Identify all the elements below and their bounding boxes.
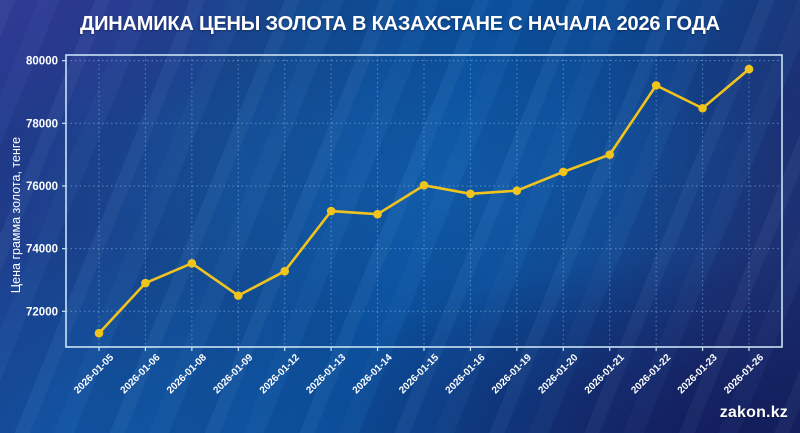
data-point bbox=[605, 150, 615, 159]
data-point bbox=[326, 206, 336, 216]
y-tick-label: 74000 bbox=[26, 244, 58, 256]
x-tick-label: 2026-01-13 bbox=[304, 352, 348, 396]
data-point bbox=[94, 328, 104, 338]
data-point bbox=[141, 278, 150, 288]
brand-logo: zakon.kz bbox=[719, 404, 788, 421]
x-tick-label: 2026-01-06 bbox=[119, 352, 163, 396]
x-tick-label: 2026-01-21 bbox=[583, 352, 627, 396]
x-tick-label: 2026-01-20 bbox=[536, 352, 580, 396]
data-point bbox=[466, 189, 475, 199]
data-point bbox=[419, 181, 429, 190]
data-point bbox=[744, 64, 754, 74]
x-tick-label: 2026-01-23 bbox=[676, 352, 720, 396]
y-axis-label: Цена грамма золота, тенге bbox=[9, 137, 23, 293]
x-tick-label: 2026-01-15 bbox=[397, 352, 441, 396]
x-tick-label: 2026-01-19 bbox=[490, 352, 534, 396]
x-tick-label: 2026-01-12 bbox=[258, 352, 302, 396]
x-tick-label: 2026-01-16 bbox=[444, 352, 488, 396]
data-point bbox=[373, 209, 382, 219]
y-tick-label: 76000 bbox=[26, 181, 58, 193]
data-point bbox=[512, 186, 522, 195]
x-tick-label: 2026-01-26 bbox=[722, 352, 766, 396]
data-point bbox=[651, 81, 661, 90]
data-point bbox=[280, 266, 290, 276]
x-tick-label: 2026-01-14 bbox=[351, 352, 395, 396]
y-tick-label: 78000 bbox=[26, 118, 58, 130]
y-tick-label: 80000 bbox=[26, 56, 58, 68]
y-tick-label: 72000 bbox=[26, 306, 58, 318]
data-point bbox=[187, 259, 197, 268]
data-point bbox=[558, 167, 568, 177]
x-tick-label: 2026-01-09 bbox=[211, 352, 255, 396]
data-point bbox=[233, 291, 243, 300]
page-title: ДИНАМИКА ЦЕНЫ ЗОЛОТА В КАЗАХСТАНЕ С НАЧА… bbox=[80, 13, 720, 35]
x-tick-label: 2026-01-22 bbox=[629, 352, 673, 396]
x-tick-label: 2026-01-05 bbox=[72, 352, 116, 396]
data-point bbox=[698, 103, 707, 113]
x-tick-label: 2026-01-08 bbox=[165, 352, 209, 396]
